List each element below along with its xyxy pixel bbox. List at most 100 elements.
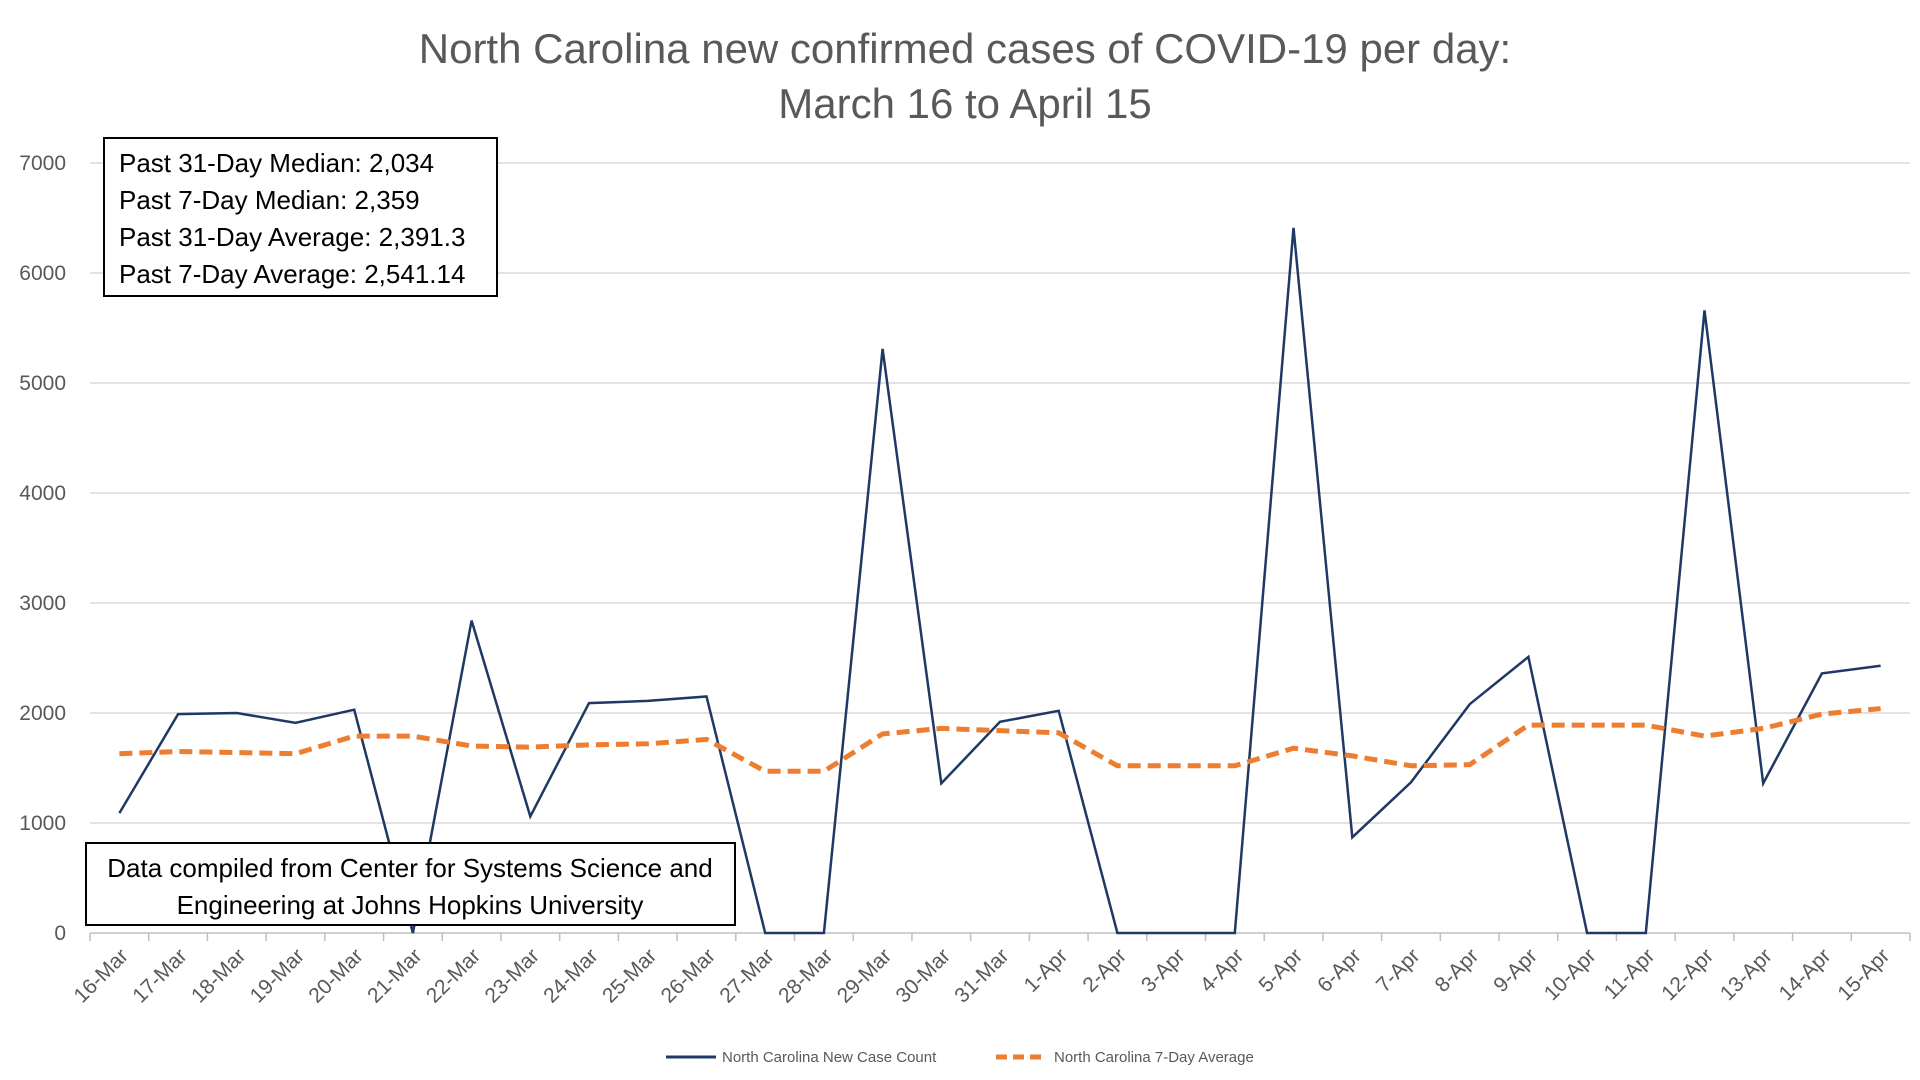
data-point-7day-average xyxy=(236,752,238,754)
data-point-new-cases xyxy=(1410,781,1412,783)
series-line-7day-average xyxy=(119,706,1881,774)
stats-box-line: Past 31-Day Median: 2,034 xyxy=(119,148,434,178)
x-tick-label: 11-Apr xyxy=(1600,944,1660,1004)
data-point-new-cases xyxy=(999,721,1001,723)
y-tick-label: 5000 xyxy=(19,372,66,395)
data-point-new-cases xyxy=(471,620,473,622)
x-tick-label: 5-Apr xyxy=(1255,944,1308,997)
x-tick-label: 27-Mar xyxy=(715,944,778,1007)
y-tick-label: 3000 xyxy=(19,592,66,615)
y-tick-label: 4000 xyxy=(19,482,66,505)
y-tick-label: 0 xyxy=(54,922,66,945)
data-point-new-cases xyxy=(118,812,120,814)
data-point-new-cases xyxy=(1821,672,1823,674)
data-point-new-cases xyxy=(1116,932,1118,934)
source-note-line: Engineering at Johns Hopkins University xyxy=(177,890,644,920)
data-point-new-cases xyxy=(1527,656,1529,658)
data-point-new-cases xyxy=(294,722,296,724)
data-point-new-cases xyxy=(353,709,355,711)
y-tick-labels: 0 1000 2000 3000 4000 5000 6000 7000 xyxy=(19,152,66,945)
series xyxy=(118,227,1882,935)
series-line-new-cases xyxy=(118,227,1881,935)
stats-box: Past 31-Day Median: 2,034 Past 7-Day Med… xyxy=(103,137,498,297)
data-point-new-cases xyxy=(940,782,942,784)
data-point-7day-average xyxy=(1234,765,1236,767)
x-tick-label: 24-Mar xyxy=(539,944,602,1007)
x-tick-label: 4-Apr xyxy=(1196,944,1249,997)
data-point-7day-average xyxy=(1293,747,1295,749)
data-point-new-cases xyxy=(1351,836,1353,838)
data-point-7day-average xyxy=(294,753,296,755)
chart-title-line-1: North Carolina new confirmed cases of CO… xyxy=(419,25,1511,72)
source-note: Data compiled from Center for Systems Sc… xyxy=(85,842,736,926)
data-point-7day-average xyxy=(764,770,766,772)
data-point-7day-average xyxy=(1645,724,1647,726)
data-point-new-cases xyxy=(588,702,590,704)
data-point-7day-average xyxy=(177,751,179,753)
x-tick-label: 22-Mar xyxy=(422,944,485,1007)
data-point-7day-average xyxy=(1351,755,1353,757)
source-note-line: Data compiled from Center for Systems Sc… xyxy=(107,853,712,883)
legend-label-new-cases: North Carolina New Case Count xyxy=(722,1049,937,1066)
x-tick-label: 13-Apr xyxy=(1716,944,1777,1005)
x-tick-label: 7-Apr xyxy=(1372,944,1425,997)
data-point-7day-average xyxy=(1821,713,1823,715)
data-point-7day-average xyxy=(1469,764,1471,766)
x-tick-label: 30-Mar xyxy=(892,944,955,1007)
data-point-7day-average xyxy=(529,746,531,748)
data-point-new-cases xyxy=(1762,782,1764,784)
x-tick-label: 29-Mar xyxy=(833,944,896,1007)
x-tick-label: 15-Apr xyxy=(1833,944,1894,1005)
data-point-7day-average xyxy=(1586,724,1588,726)
data-point-new-cases xyxy=(705,696,707,698)
x-tick-label: 21-Mar xyxy=(363,944,426,1007)
data-point-7day-average xyxy=(647,743,649,745)
data-point-7day-average xyxy=(823,770,825,772)
stats-box-line: Past 31-Day Average: 2,391.3 xyxy=(119,222,465,252)
x-tick-label: 20-Mar xyxy=(304,944,367,1007)
data-point-new-cases xyxy=(882,348,884,350)
stats-box-line: Past 7-Day Average: 2,541.14 xyxy=(119,259,465,289)
data-point-7day-average xyxy=(1527,724,1529,726)
data-point-new-cases xyxy=(529,815,531,817)
x-tick-label: 12-Apr xyxy=(1657,944,1718,1005)
data-point-new-cases xyxy=(1469,703,1471,705)
data-point-new-cases xyxy=(177,713,179,715)
x-tick-label: 26-Mar xyxy=(657,944,720,1007)
x-tick-label: 17-Mar xyxy=(128,944,191,1007)
legend-label-7day-average: North Carolina 7-Day Average xyxy=(1054,1049,1254,1066)
data-point-7day-average xyxy=(882,733,884,735)
x-tick-labels: 16-Mar17-Mar18-Mar19-Mar20-Mar21-Mar22-M… xyxy=(70,944,1895,1007)
data-point-7day-average xyxy=(588,744,590,746)
data-point-7day-average xyxy=(471,745,473,747)
x-tick-label: 14-Apr xyxy=(1775,944,1836,1005)
x-tick-label: 19-Mar xyxy=(246,944,309,1007)
data-point-new-cases xyxy=(1175,932,1177,934)
data-point-new-cases xyxy=(764,932,766,934)
data-point-7day-average xyxy=(1762,727,1764,729)
x-tick-label: 16-Mar xyxy=(70,944,133,1007)
data-point-7day-average xyxy=(940,727,942,729)
data-point-new-cases xyxy=(823,932,825,934)
data-point-new-cases xyxy=(1645,932,1647,934)
data-point-new-cases xyxy=(1293,227,1295,229)
y-tick-label: 2000 xyxy=(19,702,66,725)
stats-box-frame xyxy=(103,137,498,297)
x-tick-label: 3-Apr xyxy=(1137,944,1190,997)
legend: North Carolina New Case Count North Caro… xyxy=(666,1049,1254,1066)
x-tick-label: 6-Apr xyxy=(1313,944,1366,997)
data-point-7day-average xyxy=(999,730,1001,732)
source-note-frame xyxy=(85,842,736,926)
data-point-new-cases xyxy=(1880,665,1882,667)
data-point-7day-average xyxy=(1116,765,1118,767)
y-tick-label: 1000 xyxy=(19,812,66,835)
x-tick-label: 8-Apr xyxy=(1431,944,1484,997)
data-point-new-cases xyxy=(1704,309,1706,311)
data-point-new-cases xyxy=(1586,932,1588,934)
x-tick-label: 31-Mar xyxy=(950,944,1013,1007)
chart-title-line-2: March 16 to April 15 xyxy=(778,80,1152,127)
y-tick-label: 6000 xyxy=(19,262,66,285)
x-tick-label: 2-Apr xyxy=(1078,944,1131,997)
x-tick-label: 23-Mar xyxy=(481,944,544,1007)
